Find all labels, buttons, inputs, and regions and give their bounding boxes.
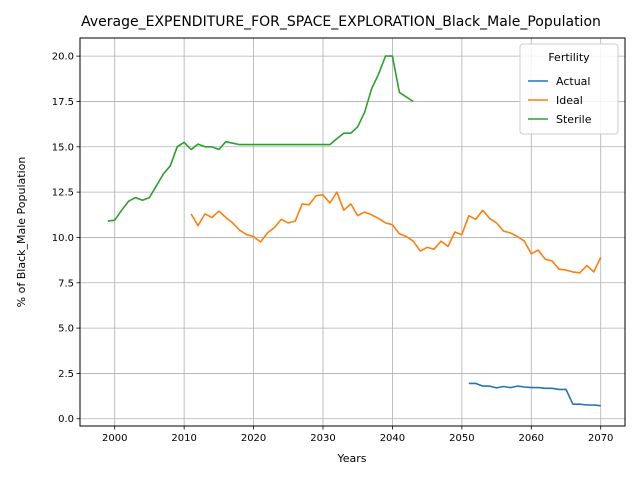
- legend: Fertility Actual Ideal Sterile: [519, 43, 619, 135]
- x-tick-label: 2040: [380, 433, 405, 444]
- x-tick-label: 2030: [310, 433, 335, 444]
- grid-lines: [80, 38, 625, 426]
- legend-label-sterile: Sterile: [556, 113, 592, 126]
- x-axis-label: Years: [336, 452, 366, 465]
- series-line-actual: [468, 382, 601, 407]
- y-tick-label: 20.0: [52, 52, 74, 63]
- y-tick-label: 15.0: [52, 142, 74, 153]
- x-axis: 2000 2010 2020 2030 2040 2050 2060 2070: [102, 426, 613, 444]
- y-axis: 0.0 2.5 5.0 7.5 10.0 12.5 15.0 17.5 20.0: [52, 52, 80, 425]
- plot-frame: [79, 37, 626, 427]
- x-tick-label: 2000: [102, 433, 127, 444]
- y-tick-label: 17.5: [52, 97, 74, 108]
- legend-label-actual: Actual: [556, 75, 590, 88]
- y-tick-label: 10.0: [52, 233, 74, 244]
- legend-title: Fertility: [548, 51, 590, 64]
- x-tick-label: 2020: [241, 433, 266, 444]
- chart-title: Average_EXPENDITURE_FOR_SPACE_EXPLORATIO…: [81, 14, 601, 30]
- x-tick-label: 2050: [449, 433, 474, 444]
- series-line-sterile: [107, 55, 414, 222]
- legend-label-ideal: Ideal: [556, 94, 583, 107]
- y-tick-label: 2.5: [58, 369, 74, 380]
- series-line-ideal: [190, 191, 602, 274]
- y-tick-label: 7.5: [58, 278, 74, 289]
- y-axis-label: % of Black_Male Population: [15, 157, 28, 308]
- series-lines: [107, 55, 602, 407]
- legend-box: [519, 43, 619, 135]
- x-tick-label: 2070: [588, 433, 613, 444]
- y-tick-label: 12.5: [52, 188, 74, 199]
- x-tick-label: 2060: [519, 433, 544, 444]
- y-tick-label: 0.0: [58, 414, 74, 425]
- x-tick-label: 2010: [171, 433, 196, 444]
- y-tick-label: 5.0: [58, 324, 74, 335]
- legend-items: Actual Ideal Sterile: [528, 75, 592, 126]
